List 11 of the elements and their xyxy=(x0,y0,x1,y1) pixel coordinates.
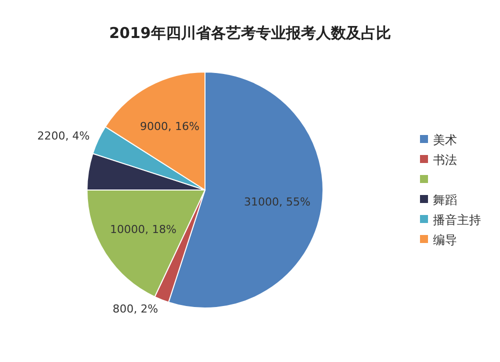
data-label: 10000, 18% xyxy=(110,223,176,236)
data-label: 31000, 55% xyxy=(244,195,310,208)
data-label: 800, 2% xyxy=(112,302,158,316)
legend-label: 美术 xyxy=(433,133,457,147)
legend-label: 书法 xyxy=(433,153,457,167)
data-label: 2200, 4% xyxy=(37,130,90,143)
chart-title: 2019年四川省各艺考专业报考人数及占比 xyxy=(109,24,391,42)
legend-label: 舞蹈 xyxy=(433,193,457,207)
legend-label: 编导 xyxy=(433,233,457,247)
legend-label: 播音主持 xyxy=(433,213,481,227)
data-label: 9000, 16% xyxy=(140,120,200,133)
